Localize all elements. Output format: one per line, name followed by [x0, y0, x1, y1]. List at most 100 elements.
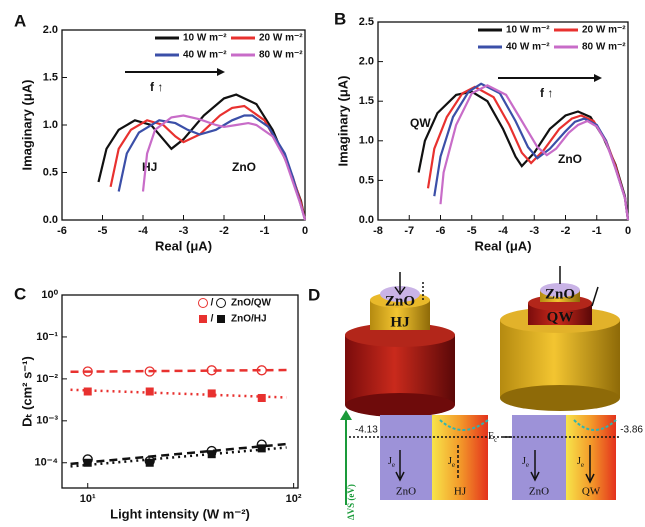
x-tick-label: -1 [260, 225, 270, 237]
x-axis-label: Light intensity (W m⁻²) [110, 506, 250, 521]
device-label: QW [547, 309, 574, 325]
y-tick-label: 10⁻⁴ [35, 457, 58, 469]
y-tick-label: 2.0 [359, 56, 374, 68]
y-tick-label: 1.5 [43, 71, 58, 83]
x-tick-label: 10¹ [80, 493, 96, 505]
y-tick-label: 0.5 [43, 166, 58, 178]
x-tick-label: -3 [529, 225, 539, 237]
device-label: HJ [390, 314, 410, 330]
device-label: ZnO [385, 293, 415, 309]
data-point [144, 366, 155, 377]
legend-separator: / [211, 298, 214, 309]
annotation: f ↑ [540, 86, 553, 100]
x-tick-label: -3 [179, 225, 189, 237]
series-line [433, 82, 630, 221]
series-line [97, 93, 307, 221]
legend-label: ZnO/QW [231, 298, 272, 309]
x-tick-label: -4 [498, 225, 509, 237]
annotation: f ↑ [150, 80, 163, 94]
annotation: ZnO [232, 160, 256, 174]
x-tick-label: -7 [404, 225, 414, 237]
x-tick-label: -6 [57, 225, 67, 237]
cylinder-cap [540, 283, 580, 297]
x-axis-label: Real (μA) [474, 238, 531, 253]
y-axis-label: Dₜ (cm² s⁻¹) [19, 356, 34, 427]
data-point [206, 365, 217, 376]
band-label: ZnO [396, 486, 416, 498]
current-label: Je [577, 456, 584, 468]
x-tick-label: -6 [436, 225, 446, 237]
data-point [145, 458, 154, 467]
y-tick-label: 10⁻¹ [36, 331, 58, 343]
band-label: HJ [454, 486, 467, 498]
y-tick-label: 10⁰ [41, 289, 58, 301]
x-tick-label: -5 [467, 225, 477, 237]
y-tick-label: 1.0 [359, 135, 374, 147]
x-tick-label: 10² [286, 493, 302, 505]
x-tick-label: -2 [561, 225, 571, 237]
data-point [207, 450, 216, 459]
data-point [82, 366, 93, 377]
arrow-head [217, 68, 225, 76]
arrow-head [530, 471, 540, 482]
arrow-head [585, 473, 595, 484]
cylinder-base [345, 393, 455, 417]
legend-label: 40 W m⁻² [183, 50, 227, 61]
current-label: Je [448, 456, 455, 468]
panel-label: A [14, 11, 26, 30]
x-tick-label: -8 [373, 225, 383, 237]
ec-label: Ec [488, 431, 497, 443]
current-main: J [388, 456, 392, 467]
band-curve [439, 419, 489, 431]
plot-frame [61, 294, 299, 489]
x-tick-label: -5 [98, 225, 108, 237]
y-tick-label: 10⁻³ [36, 415, 58, 427]
series-line [117, 114, 307, 221]
band-label: QW [582, 486, 601, 498]
y-tick-label: 10⁻² [36, 373, 58, 385]
cylinder-base [500, 385, 620, 411]
band-box [380, 415, 432, 500]
y-tick-label: 2.0 [43, 24, 58, 36]
band-box [512, 415, 566, 500]
data-point [257, 393, 266, 402]
series-line [439, 84, 630, 221]
data-point [207, 389, 216, 398]
y-tick-label: 0.0 [43, 214, 58, 226]
panel-label: B [334, 9, 346, 28]
current-main: J [522, 456, 526, 467]
current-main: J [448, 456, 452, 467]
current-label: Je [522, 456, 529, 468]
fit-line [70, 388, 287, 399]
fit-line [70, 368, 287, 374]
current-main: J [577, 456, 581, 467]
y-tick-label: 0.0 [359, 214, 374, 226]
legend-label: 80 W m⁻² [582, 42, 626, 53]
legend-label: ZnO/HJ [231, 314, 267, 325]
x-axis-label: Real (μA) [155, 238, 212, 253]
current-sub: e [452, 461, 455, 469]
arrow-head [394, 286, 406, 296]
ec-main: E [488, 431, 494, 442]
x-tick-label: 0 [625, 225, 631, 237]
legend-label: 10 W m⁻² [506, 25, 550, 36]
arrow-head [340, 410, 352, 420]
y-axis-label: Imaginary (μA) [335, 75, 350, 166]
legend-swatch [198, 298, 208, 308]
legend-swatch [217, 315, 225, 323]
arrow [591, 286, 599, 307]
band-box [566, 415, 616, 500]
arrow-head [395, 471, 405, 482]
legend-label: 80 W m⁻² [259, 50, 303, 61]
x-tick-label: -1 [592, 225, 602, 237]
axis-label: ΔVS (eV) [346, 484, 356, 520]
panel-d: D ZnO HJ ZnO QW -4.13 -3.86 Ec ΔVS (eV) … [308, 266, 643, 520]
legend-label: 20 W m⁻² [259, 33, 303, 44]
legend-swatch [216, 298, 226, 308]
series-line [141, 114, 307, 221]
fit-line [70, 442, 287, 466]
y-tick-label: 1.5 [359, 95, 374, 107]
data-point [83, 387, 92, 396]
